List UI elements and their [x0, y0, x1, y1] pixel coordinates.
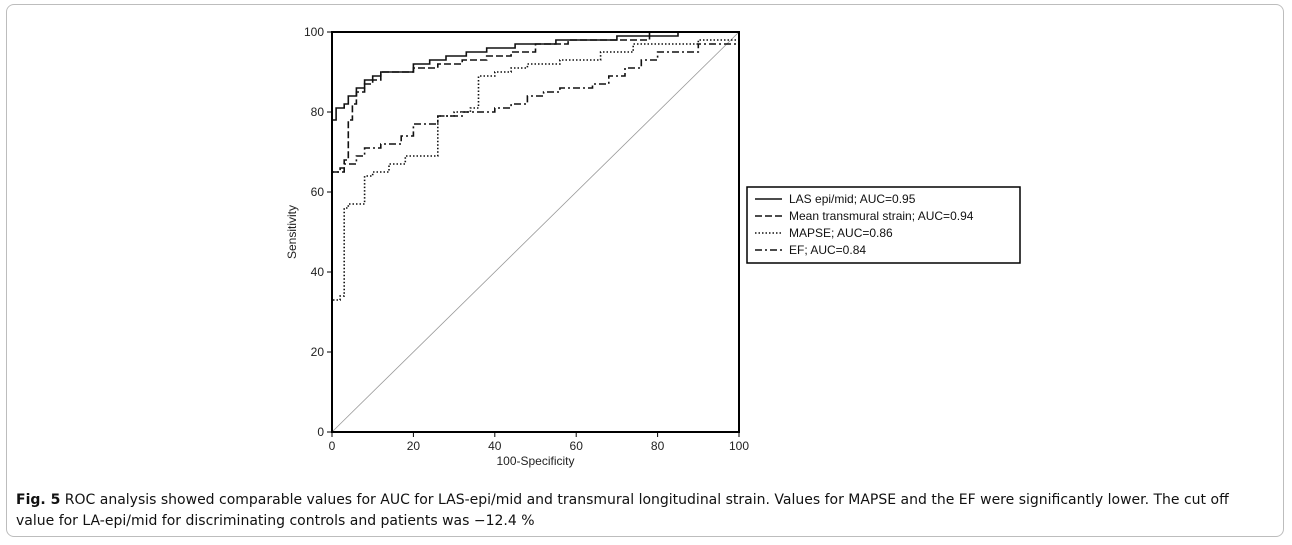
roc-chart: 0 20 40 60 80 100 0 20 40 60 80 100 100-Specificity…: [285, 25, 1021, 468]
legend: LAS epi/mid; AUC=0.95 Mean transmural str…: [746, 186, 1021, 264]
y-tick-label: 80: [311, 105, 325, 119]
figure-caption-text: ROC analysis showed comparable values fo…: [16, 492, 1229, 529]
series-line-1: [331, 31, 739, 432]
x-tick-label: 40: [488, 439, 502, 453]
y-tick-label: 100: [304, 25, 324, 39]
y-axis-label: Sensitivity: [285, 205, 299, 259]
series-line-3: [331, 39, 739, 432]
legend-entry-4: EF; AUC=0.84: [789, 243, 866, 257]
y-tick-label: 40: [311, 265, 325, 279]
legend-entry-3: MAPSE; AUC=0.86: [789, 226, 893, 240]
x-axis-label: 100-Specificity: [496, 454, 574, 468]
x-tick-label: 20: [407, 439, 421, 453]
legend-box: [746, 186, 1021, 264]
legend-entry-2: Mean transmural strain; AUC=0.94: [789, 209, 974, 223]
figure-label: Fig. 5: [16, 492, 61, 508]
y-tick-label: 20: [311, 345, 325, 359]
y-tick-label: 0: [317, 425, 324, 439]
series-line-2: [331, 31, 739, 432]
figure-frame: [6, 4, 1284, 537]
series-line-4: [331, 43, 739, 432]
x-tick-label: 60: [570, 439, 584, 453]
reference-diagonal-line: [331, 31, 740, 433]
figure-caption: Fig. 5 ROC analysis showed comparable va…: [16, 490, 1266, 532]
legend-entry-1: LAS epi/mid; AUC=0.95: [789, 192, 916, 206]
y-tick-label: 60: [311, 185, 325, 199]
x-tick-label: 80: [651, 439, 665, 453]
x-tick-label: 100: [729, 439, 749, 453]
plot-area: 0 20 40 60 80 100 0 20 40 60 80 100: [304, 25, 749, 453]
plot-border: [331, 31, 740, 433]
x-tick-label: 0: [329, 439, 336, 453]
